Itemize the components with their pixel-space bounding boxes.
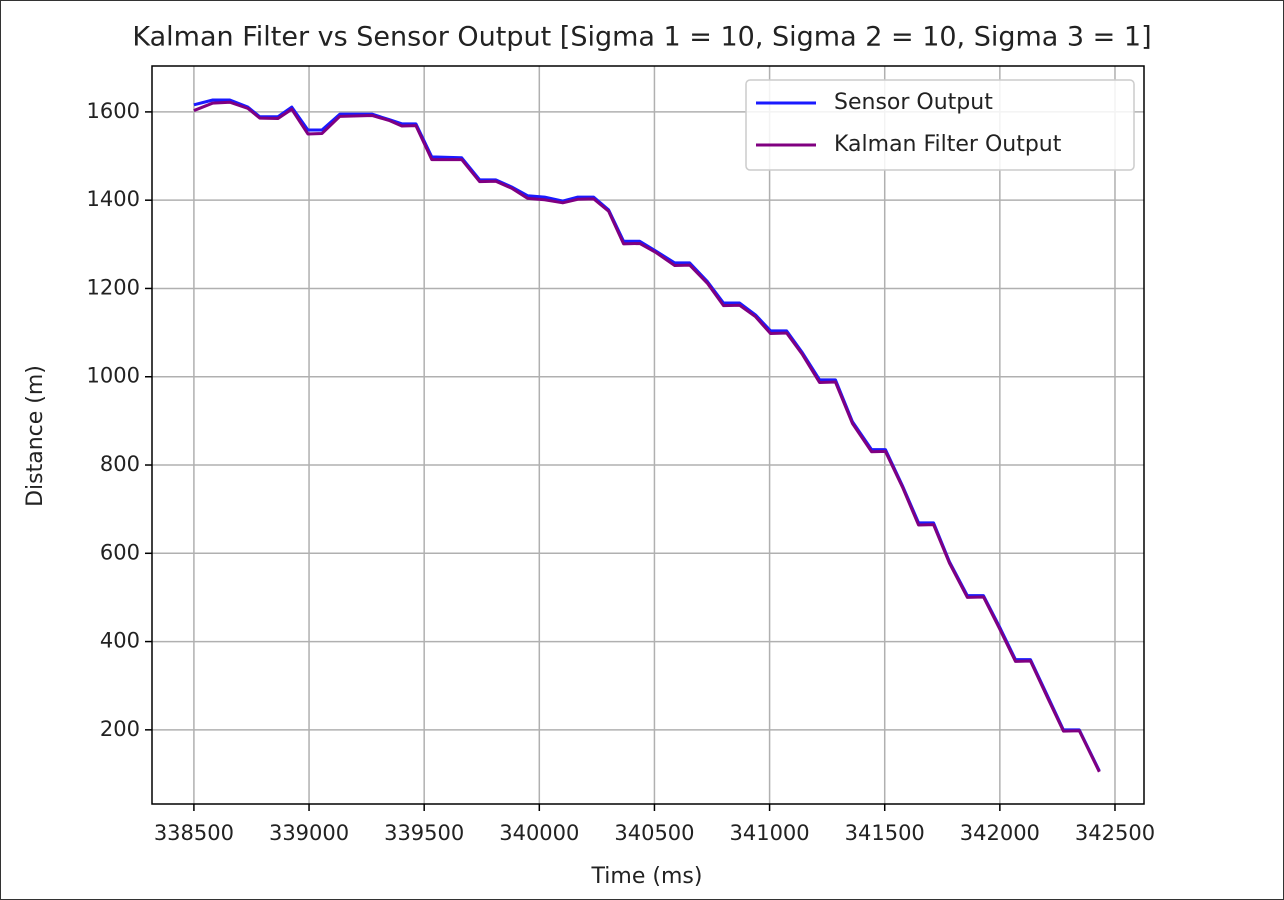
x-tick-label: 339500 bbox=[384, 821, 464, 845]
y-tick-label: 800 bbox=[100, 452, 140, 476]
y-axis-label: Distance (m) bbox=[23, 365, 48, 507]
y-tick-label: 600 bbox=[100, 540, 140, 564]
x-tick-label: 339000 bbox=[269, 821, 349, 845]
y-tick-label: 1000 bbox=[87, 364, 140, 388]
x-tick-label: 340500 bbox=[614, 821, 694, 845]
y-tick-label: 1200 bbox=[87, 275, 140, 299]
x-tick-label: 342500 bbox=[1075, 821, 1155, 845]
legend-label: Kalman Filter Output bbox=[834, 132, 1062, 157]
y-tick-label: 200 bbox=[100, 717, 140, 741]
data-line bbox=[193, 100, 1101, 773]
x-tick-label: 341000 bbox=[729, 821, 809, 845]
x-tick-label: 342000 bbox=[960, 821, 1040, 845]
chart-title: Kalman Filter vs Sensor Output [Sigma 1 … bbox=[132, 22, 1151, 53]
plot-frame bbox=[151, 65, 1145, 805]
y-tick-label: 1600 bbox=[87, 99, 140, 123]
y-tick-label: 1400 bbox=[87, 187, 140, 211]
y-tick-label: 400 bbox=[100, 629, 140, 653]
legend-box bbox=[745, 79, 1135, 171]
x-tick-label: 340000 bbox=[499, 821, 579, 845]
legend-label: Sensor Output bbox=[834, 90, 993, 115]
x-tick-label: 338500 bbox=[154, 821, 234, 845]
x-tick-label: 341500 bbox=[845, 821, 925, 845]
x-axis-label: Time (ms) bbox=[591, 864, 703, 889]
